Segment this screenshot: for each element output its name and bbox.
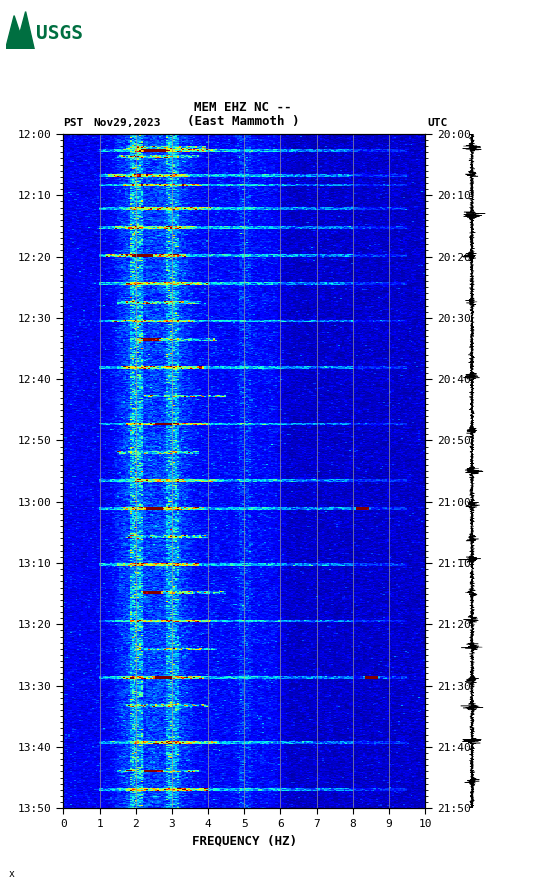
Text: Nov29,2023: Nov29,2023	[94, 118, 161, 128]
Text: (East Mammoth ): (East Mammoth )	[187, 114, 299, 128]
Text: PST: PST	[63, 118, 84, 128]
X-axis label: FREQUENCY (HZ): FREQUENCY (HZ)	[192, 834, 297, 847]
Text: USGS: USGS	[36, 23, 83, 43]
Text: x: x	[8, 869, 14, 879]
Polygon shape	[6, 12, 34, 49]
Text: MEM EHZ NC --: MEM EHZ NC --	[194, 101, 291, 114]
Text: UTC: UTC	[428, 118, 448, 128]
